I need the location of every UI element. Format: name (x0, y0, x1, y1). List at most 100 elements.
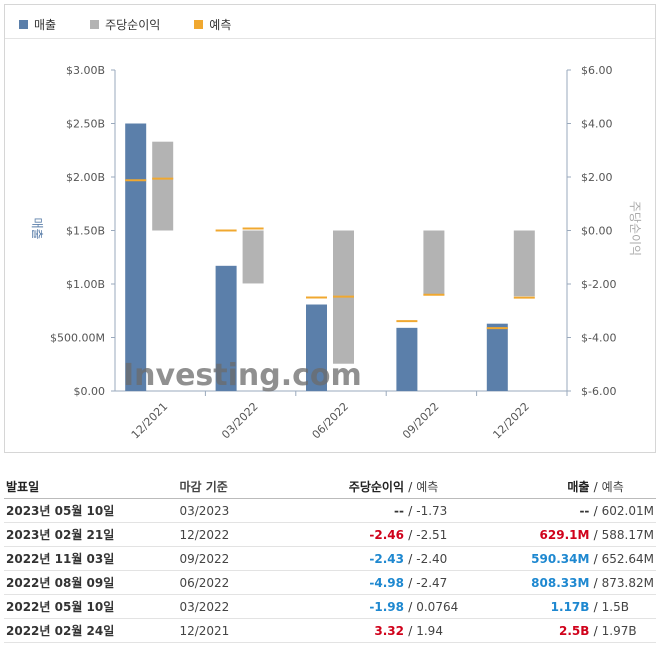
header-eps-forecast[interactable]: 예측 (414, 474, 504, 499)
row-eps-value: -4.98 (369, 575, 404, 590)
left-tick-label: $0.00 (74, 385, 106, 398)
table-header-row: 발표일 마감 기준 주당순이익 / 예측 매출 / 예측 (4, 474, 656, 499)
eps-bar (242, 230, 264, 284)
eps-bar (152, 141, 174, 231)
revenue-bar (306, 304, 327, 391)
row-eps-forecast: -2.51 (414, 522, 504, 547)
row-period: 09/2022 (177, 546, 299, 571)
x-tick-label: 12/2021 (129, 400, 171, 442)
row-eps: -4.98 / (298, 570, 415, 595)
row-eps-forecast: 0.0764 (414, 594, 504, 619)
eps-bar (423, 230, 445, 296)
legend-label-eps: 주당순이익 (105, 17, 161, 32)
row-revenue-forecast: 1.97B (599, 618, 656, 643)
left-axis-title: 매출 (30, 217, 44, 239)
row-revenue: 629.1M / (503, 522, 600, 547)
right-tick-label: $6.00 (581, 64, 613, 77)
row-date: 2023년 02월 21일 (4, 522, 178, 547)
earnings-table: 발표일 마감 기준 주당순이익 / 예측 매출 / 예측 2023년 05월 1… (4, 474, 656, 643)
chart-legend: 매출 주당순이익 예측 (19, 15, 265, 33)
left-tick-label: $2.50B (66, 118, 105, 131)
row-eps-forecast: -1.73 (414, 498, 504, 523)
right-tick-label: $-2.00 (581, 278, 616, 291)
chart-panel: 매출 주당순이익 예측 $0.00 $500.00M $1.00B $1.50B $2.… (4, 4, 656, 453)
legend-label-revenue: 매출 (34, 17, 57, 32)
row-revenue: -- / (503, 498, 600, 523)
right-tick-label: $0.00 (581, 225, 613, 238)
legend-swatch-eps (90, 19, 100, 29)
table-body: 2023년 05월 10일 03/2023 -- / -1.73 -- /602.01M… (4, 498, 656, 643)
left-tick-label: $2.00B (66, 171, 105, 184)
row-revenue-forecast: 588.17M (599, 522, 656, 547)
investing-watermark-logo: Investing.com (123, 358, 362, 393)
row-revenue-forecast: 652.64M (599, 546, 656, 571)
right-tick-label: $2.00 (581, 171, 613, 184)
revenue-bar (125, 123, 147, 391)
table-row: 2023년 02월 21일 12/2022 -2.46 /-2.51 629.1M /… (4, 522, 656, 547)
row-revenue-forecast: 602.01M (599, 498, 656, 523)
row-revenue-value: 590.34M (531, 551, 590, 566)
row-period: 03/2022 (177, 594, 299, 619)
row-revenue-value: 2.5B (559, 623, 590, 638)
x-tick-label: 12/2022 (490, 400, 532, 442)
row-date: 2023년 05월 10일 (4, 498, 178, 523)
table-row: 2022년 11월 03일 09/2022 -2.43 /-2.40 590.34M … (4, 546, 656, 571)
row-revenue: 1.17B / (503, 594, 600, 619)
row-revenue-value: -- (579, 503, 590, 518)
row-eps-forecast: -2.47 (414, 570, 504, 595)
row-date: 2022년 11월 03일 (4, 546, 178, 571)
header-revenue-label: 매출 (567, 479, 590, 494)
row-revenue-value: 629.1M (539, 527, 590, 542)
row-eps-forecast: 1.94 (414, 618, 504, 643)
row-eps-value: -1.98 (369, 599, 404, 614)
row-eps: -- / (298, 498, 415, 523)
row-revenue-value: 1.17B (550, 599, 590, 614)
revenue-bar (486, 323, 508, 391)
header-period[interactable]: 마감 기준 (177, 474, 299, 499)
row-revenue-forecast: 1.5B (599, 594, 656, 619)
x-tick-label: 06/2022 (310, 400, 352, 442)
row-eps-forecast: -2.40 (414, 546, 504, 571)
legend-item-forecast[interactable]: 예측 (194, 16, 231, 33)
right-tick-label: $-6.00 (581, 385, 616, 398)
right-axis-title: 주당순이익 (628, 201, 642, 256)
earnings-chart: $0.00 $500.00M $1.00B $1.50B $2.00B $2.50B $3.… (30, 64, 642, 442)
row-eps: 3.32 / (298, 618, 415, 643)
left-tick-label: $1.50B (66, 225, 105, 238)
revenue-bar (396, 327, 418, 391)
header-revenue-forecast[interactable]: 예측 (599, 474, 656, 499)
right-tick-label: $-4.00 (581, 332, 616, 345)
legend-swatch-forecast (194, 19, 204, 29)
table-row: 2022년 05월 10일 03/2022 -1.98 /0.0764 1.17B /… (4, 594, 656, 619)
revenue-bar (215, 265, 237, 391)
legend-divider (5, 38, 655, 39)
row-revenue: 808.33M / (503, 570, 600, 595)
legend-item-eps[interactable]: 주당순이익 (90, 16, 160, 33)
row-eps-value: -2.46 (369, 527, 404, 542)
row-period: 06/2022 (177, 570, 299, 595)
row-revenue-forecast: 873.82M (599, 570, 656, 595)
row-revenue-value: 808.33M (531, 575, 590, 590)
row-date: 2022년 02월 24일 (4, 618, 178, 643)
x-tick-label: 03/2022 (219, 400, 261, 442)
table-row: 2022년 02월 24일 12/2021 3.32 /1.94 2.5B /1.97… (4, 618, 656, 643)
left-tick-label: $1.00B (66, 278, 105, 291)
row-revenue: 2.5B / (503, 618, 600, 643)
header-date[interactable]: 발표일 (4, 474, 178, 499)
header-eps[interactable]: 주당순이익 / (298, 474, 415, 499)
row-eps: -2.43 / (298, 546, 415, 571)
table-row: 2022년 08월 09일 06/2022 -4.98 /-2.47 808.33M … (4, 570, 656, 595)
legend-item-revenue[interactable]: 매출 (19, 16, 56, 33)
header-eps-label: 주당순이익 (348, 479, 404, 494)
left-tick-label: $500.00M (50, 332, 105, 345)
table-row: 2023년 05월 10일 03/2023 -- / -1.73 -- /602.01M (4, 498, 656, 523)
row-date: 2022년 05월 10일 (4, 594, 178, 619)
row-eps: -1.98 / (298, 594, 415, 619)
row-eps-value: -2.43 (369, 551, 404, 566)
legend-label-forecast: 예측 (209, 17, 232, 32)
eps-bar (513, 230, 535, 297)
x-tick-label: 09/2022 (400, 400, 442, 442)
row-period: 12/2021 (177, 618, 299, 643)
row-eps-value: 3.32 (374, 623, 404, 638)
header-revenue[interactable]: 매출 / (503, 474, 600, 499)
